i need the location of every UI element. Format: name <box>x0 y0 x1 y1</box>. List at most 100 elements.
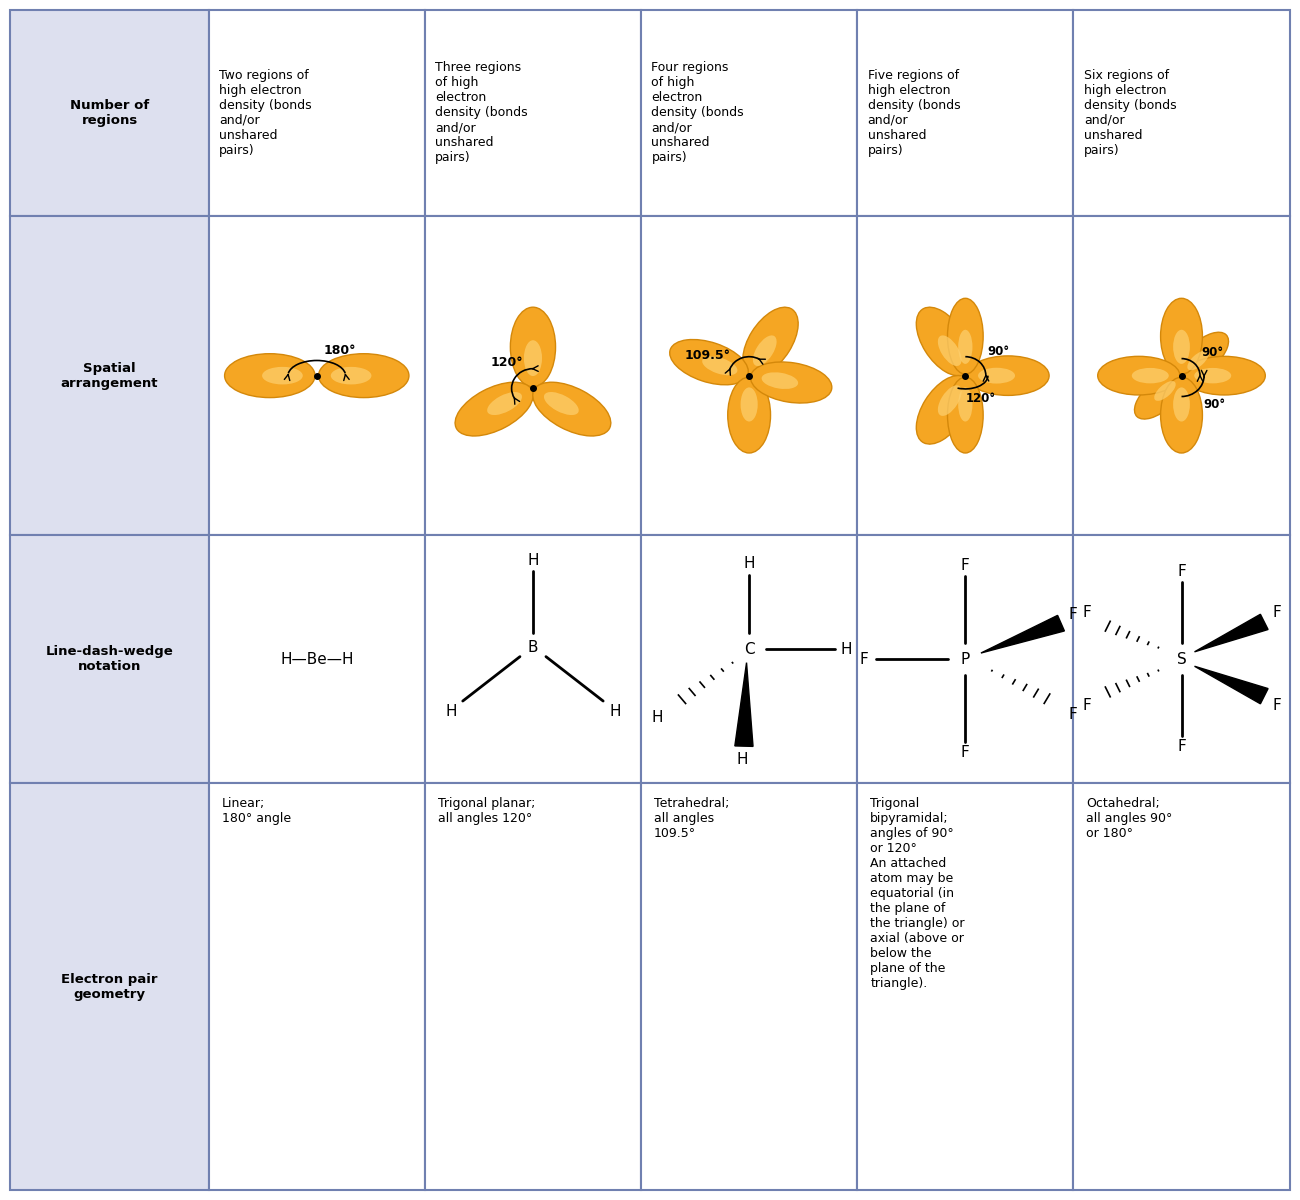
Ellipse shape <box>1180 332 1228 377</box>
Bar <box>641 216 857 535</box>
Ellipse shape <box>702 356 737 376</box>
Bar <box>10 216 209 535</box>
Ellipse shape <box>330 367 372 384</box>
Polygon shape <box>982 616 1065 653</box>
Text: Trigonal planar;
all angles 120°: Trigonal planar; all angles 120° <box>438 798 536 826</box>
Ellipse shape <box>958 388 972 421</box>
Bar <box>425 535 641 784</box>
Ellipse shape <box>948 377 983 452</box>
Text: F: F <box>1069 607 1078 623</box>
Text: Five regions of
high electron
density (bonds
and/or
unshared
pairs): Five regions of high electron density (b… <box>867 68 961 157</box>
Text: H: H <box>744 557 755 571</box>
Ellipse shape <box>753 335 776 366</box>
Bar <box>10 784 209 1190</box>
Text: Line-dash-wedge
notation: Line-dash-wedge notation <box>46 646 173 673</box>
Text: H: H <box>841 642 852 656</box>
Text: Spatial
arrangement: Spatial arrangement <box>61 361 159 390</box>
Ellipse shape <box>937 335 962 366</box>
Text: F: F <box>961 745 970 761</box>
Ellipse shape <box>742 307 798 376</box>
Ellipse shape <box>455 383 533 436</box>
Text: 180°: 180° <box>324 344 356 358</box>
Polygon shape <box>734 662 753 746</box>
Bar <box>10 10 209 216</box>
Ellipse shape <box>1154 382 1175 401</box>
Bar <box>857 216 1074 535</box>
Text: Six regions of
high electron
density (bonds
and/or
unshared
pairs): Six regions of high electron density (bo… <box>1084 68 1177 157</box>
Text: Two regions of
high electron
density (bonds
and/or
unshared
pairs): Two regions of high electron density (bo… <box>220 68 312 157</box>
Bar <box>1074 535 1290 784</box>
Bar <box>209 535 425 784</box>
Ellipse shape <box>916 376 971 444</box>
Ellipse shape <box>1135 374 1183 419</box>
Text: 120°: 120° <box>490 355 523 368</box>
Text: Four regions
of high
electron
density (bonds
and/or
unshared
pairs): Four regions of high electron density (b… <box>651 61 744 164</box>
Ellipse shape <box>937 385 962 416</box>
Text: 90°: 90° <box>1201 346 1223 359</box>
Ellipse shape <box>1183 356 1265 395</box>
Bar <box>209 216 425 535</box>
Ellipse shape <box>1173 388 1190 421</box>
Ellipse shape <box>978 367 1015 384</box>
Ellipse shape <box>728 377 771 452</box>
Text: F: F <box>859 652 868 666</box>
Text: F: F <box>961 558 970 572</box>
Ellipse shape <box>762 372 798 389</box>
Bar <box>1074 784 1290 1190</box>
Ellipse shape <box>533 383 611 436</box>
Ellipse shape <box>750 362 832 403</box>
Ellipse shape <box>1132 368 1169 383</box>
Text: H: H <box>610 704 620 719</box>
Ellipse shape <box>958 330 972 364</box>
Text: H: H <box>737 752 749 767</box>
Text: C: C <box>744 642 754 656</box>
Text: Tetrahedral;
all angles
109.5°: Tetrahedral; all angles 109.5° <box>654 798 729 840</box>
Bar <box>1074 10 1290 216</box>
Text: 120°: 120° <box>966 392 996 406</box>
Text: S: S <box>1176 652 1187 666</box>
Bar <box>1074 216 1290 535</box>
Text: Linear;
180° angle: Linear; 180° angle <box>222 798 291 826</box>
Ellipse shape <box>1173 330 1190 364</box>
Text: 90°: 90° <box>1204 398 1226 412</box>
Text: B: B <box>528 640 538 654</box>
Bar <box>425 784 641 1190</box>
Text: P: P <box>961 652 970 666</box>
Bar <box>209 784 425 1190</box>
Text: H: H <box>446 704 456 719</box>
Text: 109.5°: 109.5° <box>685 349 731 362</box>
Text: H: H <box>651 709 663 725</box>
Ellipse shape <box>511 307 555 386</box>
Ellipse shape <box>524 341 542 376</box>
Bar <box>641 10 857 216</box>
Text: H: H <box>528 553 538 568</box>
Text: F: F <box>1082 698 1091 713</box>
Bar <box>425 216 641 535</box>
Text: Octahedral;
all angles 90°
or 180°: Octahedral; all angles 90° or 180° <box>1087 798 1173 840</box>
Text: Number of
regions: Number of regions <box>70 98 150 127</box>
Ellipse shape <box>1097 356 1180 395</box>
Bar <box>857 784 1074 1190</box>
Ellipse shape <box>948 299 983 374</box>
Ellipse shape <box>1161 299 1203 374</box>
Text: F: F <box>1273 605 1280 620</box>
Ellipse shape <box>225 354 315 397</box>
Ellipse shape <box>741 388 758 421</box>
Bar <box>10 535 209 784</box>
Bar <box>641 535 857 784</box>
Bar <box>209 10 425 216</box>
Ellipse shape <box>488 392 523 415</box>
Text: F: F <box>1176 564 1186 578</box>
Text: H—Be—H: H—Be—H <box>280 652 354 666</box>
Bar <box>425 10 641 216</box>
Ellipse shape <box>1195 368 1231 383</box>
Ellipse shape <box>263 367 303 384</box>
Text: F: F <box>1069 707 1078 721</box>
Ellipse shape <box>967 356 1049 396</box>
Text: Three regions
of high
electron
density (bonds
and/or
unshared
pairs): Three regions of high electron density (… <box>436 61 528 164</box>
Text: Trigonal
bipyramidal;
angles of 90°
or 120°
An attached
atom may be
equatorial (: Trigonal bipyramidal; angles of 90° or 1… <box>870 798 965 990</box>
Text: 90°: 90° <box>988 346 1010 358</box>
Ellipse shape <box>1187 350 1209 371</box>
Ellipse shape <box>543 392 578 415</box>
Ellipse shape <box>916 307 971 376</box>
